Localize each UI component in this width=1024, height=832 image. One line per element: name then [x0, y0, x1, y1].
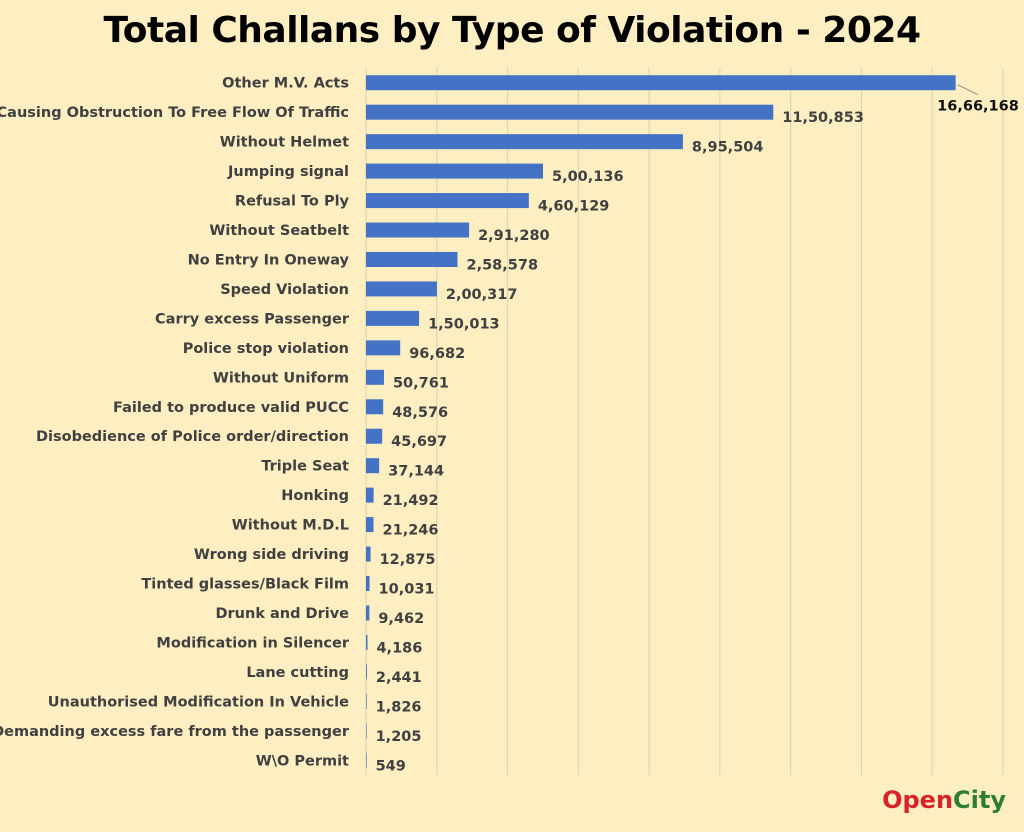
chart-title: Total Challans by Type of Violation - 20…	[103, 10, 921, 51]
bar	[366, 104, 774, 120]
value-labels: 16,66,168 11,50,853 8,95,504 5,00,136 4,60,1…	[376, 84, 1019, 774]
value-label: 9,462	[378, 611, 424, 627]
value-label: 16,66,168	[937, 99, 1019, 115]
value-label: 4,186	[376, 640, 422, 656]
category-label: Drunk and Drive	[215, 606, 349, 622]
category-label: Lane cutting	[246, 665, 349, 681]
bar	[366, 134, 683, 150]
logo-text-city: City	[953, 786, 1006, 814]
bars	[366, 75, 956, 768]
category-label: Refusal To Ply	[235, 194, 350, 210]
bar	[366, 310, 420, 326]
bar	[366, 752, 367, 768]
value-label: 48,576	[392, 405, 448, 421]
bar	[366, 576, 370, 592]
value-label: 37,144	[388, 464, 444, 480]
value-label: 10,031	[379, 582, 435, 598]
category-label: Without M.D.L	[232, 518, 349, 534]
category-label: Without Seatbelt	[209, 223, 349, 239]
category-label: Wrong side driving	[194, 547, 349, 563]
value-label: 2,441	[376, 670, 422, 686]
category-label: Demanding excess fare from the passenger	[0, 724, 350, 740]
gridlines	[365, 68, 1004, 775]
category-label: Causing Obstruction To Free Flow Of Traf…	[0, 105, 349, 121]
category-label: Other M.V. Acts	[222, 76, 349, 92]
value-label: 21,492	[383, 493, 439, 509]
value-label: 2,91,280	[478, 228, 550, 244]
value-label: 11,50,853	[782, 110, 864, 126]
category-label: Without Uniform	[213, 370, 349, 386]
value-label: 549	[376, 758, 406, 774]
category-label: Honking	[281, 488, 349, 504]
bar	[366, 251, 458, 267]
category-label: Without Helmet	[220, 135, 349, 151]
category-label: Police stop violation	[183, 341, 349, 357]
value-label: 1,826	[376, 699, 422, 715]
bar	[366, 399, 384, 415]
value-label: 50,761	[393, 375, 449, 391]
bar	[366, 693, 367, 709]
category-label: Disobedience of Police order/direction	[36, 429, 349, 445]
category-label: Triple Seat	[261, 459, 349, 475]
opencity-logo: OpenCity	[880, 786, 1006, 814]
logo-text-open: Open	[882, 786, 954, 814]
category-labels: Other M.V. Acts Causing Obstruction To Fr…	[0, 76, 350, 770]
bar	[366, 281, 437, 297]
value-label: 2,00,317	[446, 287, 518, 303]
bar	[366, 605, 370, 621]
bar	[366, 546, 371, 562]
bar	[366, 634, 368, 650]
bar	[366, 723, 367, 739]
bar	[366, 517, 374, 533]
value-label: 45,697	[391, 434, 447, 450]
bar	[366, 487, 374, 503]
category-label: Speed Violation	[220, 282, 349, 298]
bar	[366, 193, 529, 209]
category-label: Modification in Silencer	[156, 635, 349, 651]
category-label: Failed to produce valid PUCC	[113, 400, 349, 416]
category-label: No Entry In Oneway	[188, 252, 350, 268]
value-label: 12,875	[380, 552, 436, 568]
bar	[366, 458, 380, 474]
bar	[366, 75, 956, 91]
category-label: Unauthorised Modification In Vehicle	[48, 694, 349, 710]
value-label: 21,246	[383, 523, 439, 539]
bar	[366, 664, 367, 680]
value-label: 4,60,129	[538, 199, 610, 215]
category-label: W\O Permit	[256, 753, 349, 769]
bar	[366, 222, 470, 238]
value-label: 96,682	[409, 346, 465, 362]
bar	[366, 340, 401, 356]
callout-leader-line	[957, 84, 979, 96]
bar	[366, 428, 383, 444]
category-label: Tinted glasses/Black Film	[141, 577, 349, 593]
bar	[366, 369, 384, 385]
category-label: Carry excess Passenger	[155, 311, 350, 327]
value-label: 5,00,136	[552, 169, 624, 185]
value-label: 2,58,578	[467, 257, 539, 273]
logo-text: OpenCity	[882, 786, 1006, 814]
value-label: 1,50,013	[428, 316, 500, 332]
bar	[366, 163, 543, 179]
value-label: 1,205	[376, 729, 422, 745]
category-label: Jumping signal	[227, 164, 349, 180]
value-label: 8,95,504	[692, 140, 764, 156]
